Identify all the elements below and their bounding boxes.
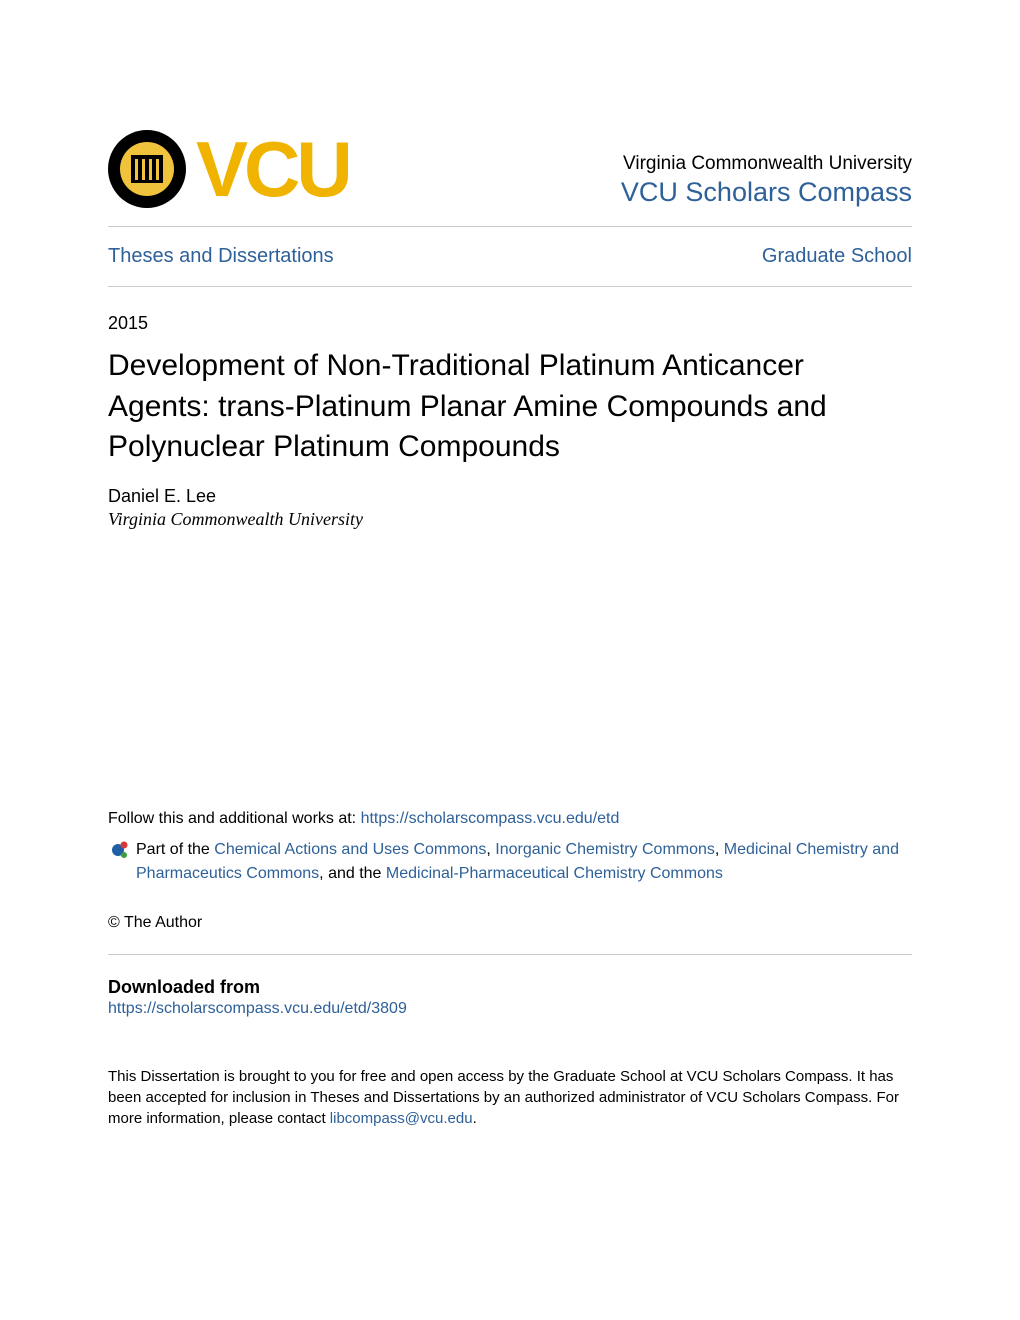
downloaded-url-link[interactable]: https://scholarscompass.vcu.edu/etd/3809 — [108, 1000, 407, 1017]
footer-after: . — [473, 1110, 477, 1127]
commons-sep: , — [715, 841, 724, 858]
header: VCU Virginia Commonwealth University VCU… — [108, 130, 912, 208]
footer-text: This Dissertation is brought to you for … — [108, 1066, 912, 1129]
breadcrumb-nav: Theses and Dissertations Graduate School — [108, 227, 912, 286]
commons-sep: , and the — [319, 865, 386, 882]
commons-sep: , — [486, 841, 495, 858]
commons-line: Part of the Chemical Actions and Uses Co… — [108, 838, 912, 886]
commons-link-1[interactable]: Chemical Actions and Uses Commons — [214, 841, 486, 858]
copyright: © The Author — [108, 914, 912, 932]
contact-email-link[interactable]: libcompass@vcu.edu — [330, 1110, 473, 1127]
scholars-compass-link[interactable]: VCU Scholars Compass — [621, 177, 912, 207]
institution-block: Virginia Commonwealth University VCU Sch… — [621, 153, 912, 208]
spacer — [108, 530, 912, 810]
author-affiliation: Virginia Commonwealth University — [108, 509, 912, 530]
commons-text: Part of the Chemical Actions and Uses Co… — [136, 838, 912, 886]
vcu-logo: VCU — [108, 130, 349, 208]
commons-link-2[interactable]: Inorganic Chemistry Commons — [495, 841, 715, 858]
commons-prefix: Part of the — [136, 841, 214, 858]
commons-link-4[interactable]: Medicinal-Pharmaceutical Chemistry Commo… — [386, 865, 723, 882]
graduate-school-link[interactable]: Graduate School — [762, 245, 912, 268]
theses-link[interactable]: Theses and Dissertations — [108, 245, 334, 268]
footer-before: This Dissertation is brought to you for … — [108, 1068, 899, 1127]
vcu-logo-text: VCU — [196, 130, 349, 208]
follow-works-line: Follow this and additional works at: htt… — [108, 810, 912, 828]
paper-title: Development of Non-Traditional Platinum … — [108, 346, 912, 468]
network-icon — [108, 840, 128, 860]
downloaded-url: https://scholarscompass.vcu.edu/etd/3809 — [108, 1000, 912, 1018]
university-name: Virginia Commonwealth University — [621, 153, 912, 175]
etd-url-link[interactable]: https://scholarscompass.vcu.edu/etd — [361, 810, 620, 827]
downloaded-from-heading: Downloaded from — [108, 977, 912, 998]
follow-prefix: Follow this and additional works at: — [108, 810, 361, 827]
divider — [108, 954, 912, 955]
publication-year: 2015 — [108, 313, 912, 334]
author-name: Daniel E. Lee — [108, 486, 912, 507]
vcu-seal-icon — [108, 130, 186, 208]
divider — [108, 286, 912, 287]
